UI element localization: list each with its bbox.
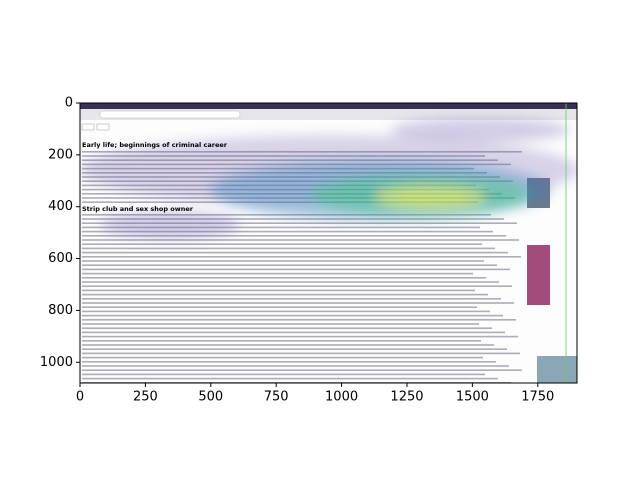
text-line: [82, 281, 499, 283]
heatmap: [80, 118, 577, 239]
photo: [537, 356, 577, 383]
text-line: [82, 361, 496, 363]
heading: Early life; beginnings of criminal caree…: [82, 141, 228, 149]
screenshot: Early life; beginnings of criminal caree…: [80, 103, 577, 383]
text-line: [82, 226, 480, 229]
photo: [527, 245, 550, 305]
text-line: [82, 327, 492, 329]
text-line: [82, 365, 509, 367]
text-line: [82, 310, 490, 313]
y-tick-label: 0: [65, 96, 73, 111]
text-line: [82, 331, 505, 334]
y-tick-label: 600: [48, 251, 73, 266]
text-line: [82, 344, 494, 346]
text-line: [82, 314, 503, 317]
address-bar: [80, 109, 577, 120]
y-tick-label: 800: [48, 303, 73, 318]
text-line: [82, 256, 521, 258]
text-line: [82, 268, 510, 271]
x-tick-label: 500: [198, 390, 223, 405]
heading: Strip club and sex shop owner: [82, 205, 194, 213]
y-tick-label: 1000: [40, 355, 73, 370]
text-line: [82, 230, 493, 233]
text-line: [82, 302, 514, 304]
text-line: [82, 377, 498, 380]
text-line: [82, 264, 497, 266]
text-line: [82, 277, 486, 279]
text-line: [82, 306, 477, 308]
text-line: [82, 319, 516, 321]
text-line: [82, 260, 484, 262]
text-line: [82, 348, 507, 350]
y-tick-label: 400: [48, 199, 73, 214]
text-line: [82, 335, 518, 338]
text-line: [82, 323, 479, 325]
browser-tabs: [80, 103, 577, 109]
x-tick-label: 0: [76, 390, 84, 405]
text-line: [82, 218, 504, 220]
axes-frame: [79, 102, 578, 384]
y-tick-label: 200: [48, 147, 73, 162]
x-tick-label: 250: [133, 390, 158, 405]
text-line: [82, 289, 475, 292]
x-tick-label: 1000: [325, 390, 358, 405]
x-tick-label: 750: [264, 390, 289, 405]
text-line: [82, 340, 481, 342]
text-line: [82, 239, 519, 241]
text-line: [82, 298, 501, 300]
text-line: [82, 285, 512, 287]
text-line: [82, 293, 488, 296]
text-line: [82, 369, 522, 371]
url-field: [99, 110, 241, 119]
x-tick-label: 1500: [456, 390, 489, 405]
text-line: [82, 356, 483, 359]
start-button: [81, 123, 95, 131]
text-line: [82, 222, 517, 224]
text-line: [82, 272, 473, 275]
text-line: [82, 373, 485, 376]
x-tick-label: 1750: [521, 390, 554, 405]
text-line: [82, 251, 508, 254]
text-line: [82, 235, 506, 237]
stop-button: [96, 123, 110, 131]
x-tick-label: 1250: [390, 390, 423, 405]
text-line: [82, 247, 495, 250]
text-line: [82, 352, 520, 355]
text-line: [82, 243, 482, 245]
